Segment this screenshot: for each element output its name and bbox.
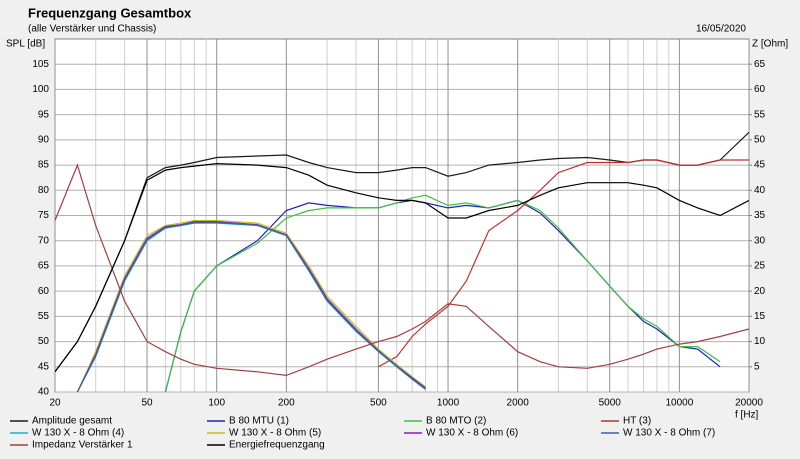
y-tick-label: 60 xyxy=(38,286,50,297)
series-line xyxy=(55,163,749,377)
chart-subtitle: (alle Verstärker und Chassis) xyxy=(28,24,156,35)
y2-tick-label: 50 xyxy=(754,134,766,145)
y-tick-label: 95 xyxy=(38,109,50,120)
series-line xyxy=(76,222,426,392)
y-tick-label: 100 xyxy=(32,84,49,95)
y-tick-label: 45 xyxy=(38,361,50,372)
legend-label: Energiefrequenzgang xyxy=(229,440,325,451)
x-tick-label: 1000 xyxy=(437,398,460,409)
y2-axis-label: Z [Ohm] xyxy=(752,39,788,50)
y2-tick-label: 20 xyxy=(754,286,766,297)
legend-label: W 130 X - 8 Ohm (5) xyxy=(229,428,321,439)
x-tick-label: 100 xyxy=(208,398,225,409)
series-line xyxy=(55,162,749,373)
y2-tick-label: 35 xyxy=(754,210,766,221)
x-tick-label: 2000 xyxy=(507,398,530,409)
x-tick-label: 500 xyxy=(370,398,387,409)
legend-label: B 80 MTU (1) xyxy=(229,416,289,427)
y2-tick-label: 5 xyxy=(754,361,760,372)
y2-tick-label: 15 xyxy=(754,311,766,322)
x-tick-label: 5000 xyxy=(599,398,622,409)
y2-tick-label: 65 xyxy=(754,59,766,70)
y2-tick-label: 30 xyxy=(754,235,766,246)
x-axis-label: f [Hz] xyxy=(735,410,759,421)
legend-label: Amplitude gesamt xyxy=(32,416,112,427)
series-line xyxy=(378,159,749,368)
legend-label: W 130 X - 8 Ohm (6) xyxy=(426,428,518,439)
series-line xyxy=(164,199,721,392)
y-tick-label: 40 xyxy=(38,387,50,398)
x-tick-label: 20000 xyxy=(735,398,763,409)
y2-tick-label: 25 xyxy=(754,261,766,272)
y-tick-label: 90 xyxy=(38,134,50,145)
y-tick-label: 105 xyxy=(32,59,49,70)
legend-label: W 130 X - 8 Ohm (4) xyxy=(32,428,124,439)
legend-label: B 80 MTO (2) xyxy=(426,416,486,427)
y-tick-label: 80 xyxy=(38,185,50,196)
series-line xyxy=(76,219,426,392)
y2-tick-label: 40 xyxy=(754,185,766,196)
legend: Amplitude gesamt B 80 MTU (1) B 80 MTO (2)… xyxy=(10,416,715,451)
y-tick-label: 75 xyxy=(38,210,50,221)
y2-tick-label: 60 xyxy=(754,84,766,95)
x-tick-label: 50 xyxy=(141,398,153,409)
series-line xyxy=(164,194,721,392)
x-tick-label: 10000 xyxy=(665,398,693,409)
series-lines xyxy=(55,131,749,392)
y-tick-label: 70 xyxy=(38,235,50,246)
y-tick-label: 85 xyxy=(38,160,50,171)
legend-label: HT (3) xyxy=(623,416,651,427)
date: 16/05/2020 xyxy=(696,24,746,35)
legend-label: Impedanz Verstärker 1 xyxy=(32,440,133,451)
x-tick-label: 200 xyxy=(278,398,295,409)
y-tick-label: 65 xyxy=(38,261,50,272)
y-tick-label: 50 xyxy=(38,336,50,347)
x-tick-label: 20 xyxy=(49,398,61,409)
y2-tick-label: 10 xyxy=(754,336,766,347)
y-axis-label: SPL [dB] xyxy=(6,39,45,50)
legend-label: W 130 X - 8 Ohm (7) xyxy=(623,428,715,439)
chart-title: Frequenzgang Gesamtbox xyxy=(28,5,192,20)
y-tick-label: 55 xyxy=(38,311,50,322)
y2-tick-label: 55 xyxy=(754,109,766,120)
y2-tick-label: 45 xyxy=(754,160,766,171)
